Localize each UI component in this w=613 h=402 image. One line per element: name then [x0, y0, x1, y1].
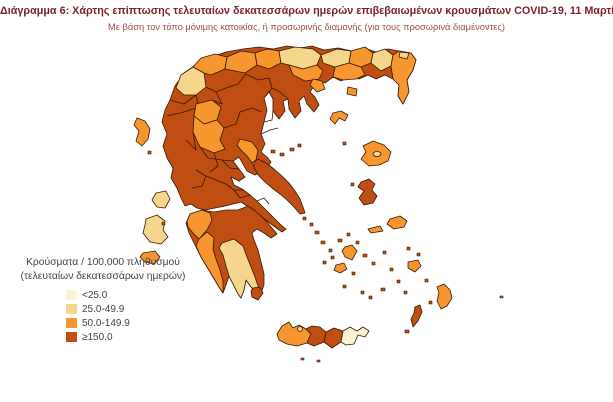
region-evros: [390, 50, 417, 105]
legend-item: 25.0-49.9: [66, 302, 202, 316]
map-root: [133, 45, 504, 363]
island-kos: [407, 259, 422, 273]
region-serres-south: [288, 64, 324, 82]
island-ikaria: [367, 225, 384, 234]
legend-title-line2: (τελευταίων δεκατεσσάρων ημερών): [20, 271, 186, 282]
island-limnos: [329, 110, 349, 125]
region-crete-chania: [276, 321, 312, 347]
island-naxos: [341, 244, 358, 261]
legend-label: 25.0-49.9: [82, 303, 125, 315]
region-euboea: [253, 158, 306, 215]
lesbos-gulf: [372, 151, 382, 157]
island-rhodes: [436, 283, 453, 310]
island-samothraki: [346, 86, 358, 97]
islands-orange: [133, 78, 453, 310]
island-kythira: [250, 286, 264, 301]
legend-swatch-ge150: [66, 332, 77, 342]
figure-subtitle: Με βάση τον τόπο μόνιμης κατοικίας, ή πρ…: [108, 22, 505, 32]
region-xanthi: [348, 46, 374, 68]
region-messinia: [195, 231, 224, 294]
island-lefkada: [151, 190, 171, 209]
island-samos: [386, 215, 408, 230]
islet-on-chania: [297, 326, 303, 332]
islands-pale: [142, 190, 171, 245]
islet-specks-dark: [147, 141, 504, 363]
legend-swatch-50-149: [66, 318, 77, 328]
legend-title-line1: Κρούσματα / 100.000 πληθυσμού: [26, 257, 180, 268]
legend-item: <25.0: [66, 288, 202, 302]
islands-dark: [250, 178, 423, 328]
legend-swatch-lt25: [66, 290, 77, 300]
island-karpathos: [410, 304, 423, 328]
legend-swatch-25-49: [66, 304, 77, 314]
island-kefalonia: [142, 214, 169, 245]
legend-item: 50.0-149.9: [66, 316, 202, 330]
region-evros-north-pale: [398, 51, 410, 60]
region-ilia: [186, 209, 213, 240]
region-laconia: [218, 238, 262, 299]
legend-label: ≥150.0: [82, 331, 113, 343]
legend-label: 50.0-149.9: [82, 317, 130, 329]
region-crete-lasithi: [340, 326, 370, 346]
region-crete-heraklion: [323, 327, 344, 349]
region-kastoria: [175, 66, 207, 96]
legend-item: ≥150.0: [66, 330, 202, 344]
map-legend: Κρούσματα / 100.000 πληθυσμού (τελευταίω…: [4, 256, 202, 344]
legend-label: <25.0: [82, 289, 108, 301]
region-phthiotis-coastal: [236, 138, 259, 164]
island-chios: [357, 178, 378, 206]
island-zakynthos: [139, 250, 161, 265]
region-karditsa: [192, 115, 226, 154]
figure-title: Διάγραμμα 6: Χάρτης επίπτωσης τελευταίων…: [0, 5, 613, 17]
island-thasos: [309, 78, 326, 93]
legend-items: <25.0 25.0-49.9 50.0-149.9 ≥150.0: [66, 288, 202, 344]
island-milos: [333, 262, 348, 274]
island-corfu: [133, 117, 151, 147]
